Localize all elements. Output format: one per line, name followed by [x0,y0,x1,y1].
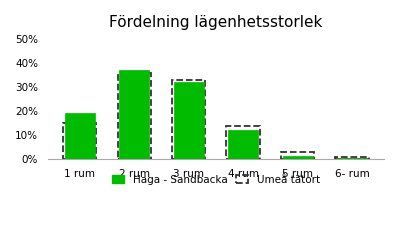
Bar [117,72,151,159]
Bar [227,126,260,159]
Bar [282,156,312,159]
Bar [172,80,205,159]
Bar [174,82,203,159]
Bar [119,70,149,159]
Bar [65,114,95,159]
Bar [63,123,96,159]
Title: Fördelning lägenhetsstorlek: Fördelning lägenhetsstorlek [109,15,322,30]
Bar [337,158,367,159]
Bar [228,130,258,159]
Bar [336,157,369,159]
Bar [281,152,314,159]
Legend: Haga - Sandbacka, Umeå tätort: Haga - Sandbacka, Umeå tätort [108,171,324,189]
